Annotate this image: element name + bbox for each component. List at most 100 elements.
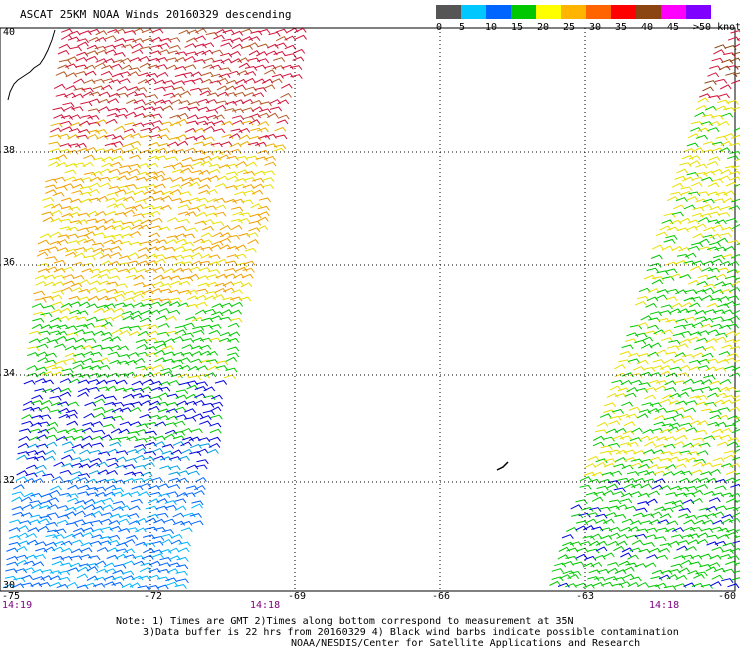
- wind-barb: [152, 174, 165, 180]
- wind-barb: [115, 464, 128, 470]
- wind-barb: [184, 408, 196, 414]
- wind-barb: [145, 171, 158, 177]
- wind-barb: [135, 447, 147, 454]
- wind-barb: [689, 561, 702, 567]
- wind-barb: [727, 583, 740, 589]
- wind-barb: [607, 480, 621, 485]
- wind-barb: [714, 478, 727, 484]
- wind-barb: [53, 176, 66, 182]
- wind-barb: [667, 345, 680, 351]
- wind-barb: [157, 331, 170, 337]
- wind-barb: [135, 437, 148, 443]
- wind-barb: [179, 90, 191, 96]
- wind-barb: [94, 62, 107, 68]
- wind-barb: [250, 203, 262, 209]
- wind-barb: [213, 34, 225, 40]
- wind-barb: [686, 142, 699, 148]
- wind-barb: [192, 329, 205, 335]
- wind-barb: [732, 309, 740, 315]
- wind-barb: [93, 307, 106, 313]
- wind-barb: [222, 296, 235, 302]
- wind-barb: [735, 65, 740, 68]
- wind-barb: [108, 275, 121, 281]
- lon-label-66: -66: [432, 591, 451, 602]
- wind-barb: [203, 57, 216, 63]
- wind-barb: [717, 93, 730, 99]
- wind-barb: [719, 84, 732, 90]
- wind-barb: [156, 584, 169, 590]
- wind-barb: [275, 28, 288, 34]
- wind-barb: [119, 57, 132, 63]
- wind-barb: [670, 302, 683, 309]
- wind-barb: [79, 191, 92, 197]
- wind-barb: [92, 247, 105, 253]
- wind-barb: [84, 70, 97, 76]
- wind-barb: [160, 367, 173, 373]
- wind-barb: [78, 279, 90, 285]
- wind-barb: [728, 517, 740, 523]
- wind-barb: [194, 50, 207, 56]
- wind-barb: [67, 484, 79, 490]
- wind-barb: [76, 573, 89, 579]
- wind-barb: [189, 87, 203, 93]
- wind-barb: [220, 42, 233, 48]
- wind-barb: [631, 427, 643, 433]
- wind-barb: [31, 394, 44, 400]
- wind-barb: [682, 378, 695, 384]
- wind-barb: [74, 337, 87, 343]
- wind-barb: [595, 513, 608, 519]
- wind-barb: [626, 441, 639, 447]
- wind-barb: [166, 568, 179, 574]
- wind-barb: [225, 260, 238, 266]
- wind-barb: [729, 286, 740, 293]
- wind-barb: [179, 191, 192, 196]
- wind-barb: [53, 540, 66, 546]
- wind-barb: [163, 518, 176, 524]
- wind-barb: [673, 324, 686, 330]
- wind-barb: [184, 416, 197, 422]
- wind-barb: [230, 218, 243, 224]
- wind-barb: [683, 260, 696, 266]
- wind-barb: [277, 114, 290, 120]
- wind-barb: [106, 469, 118, 475]
- wind-barb: [179, 364, 191, 370]
- wind-barb: [263, 84, 276, 90]
- wind-barb: [48, 161, 60, 167]
- wind-barb: [189, 451, 202, 456]
- wind-barb: [28, 436, 41, 442]
- wind-barb: [177, 547, 190, 553]
- wind-barb: [171, 198, 184, 203]
- wind-barb: [708, 95, 721, 100]
- wind-barb: [65, 325, 78, 331]
- wind-barb: [141, 212, 155, 218]
- wind-barb: [209, 64, 222, 70]
- wind-barb: [718, 65, 731, 71]
- wind-barb: [731, 51, 740, 56]
- wind-barb: [618, 359, 631, 365]
- wind-barb: [168, 465, 181, 471]
- wind-barb: [202, 136, 215, 142]
- wind-barb: [241, 199, 254, 205]
- wind-barb: [73, 505, 86, 511]
- wind-barb: [164, 504, 177, 510]
- wind-barb: [635, 332, 648, 338]
- wind-barb: [216, 175, 229, 181]
- wind-barb: [716, 237, 729, 243]
- wind-barb: [165, 255, 178, 261]
- wind-barb: [182, 248, 195, 254]
- wind-barb: [53, 461, 66, 467]
- wind-barb: [204, 308, 217, 314]
- wind-barb: [78, 484, 91, 490]
- wind-barb: [722, 568, 735, 574]
- wind-barb: [645, 534, 658, 540]
- wind-barb: [148, 309, 161, 315]
- wind-barb: [644, 330, 657, 336]
- wind-barb: [701, 317, 714, 323]
- wind-barb: [725, 330, 737, 336]
- wind-barb: [635, 507, 648, 513]
- wind-barb: [103, 44, 116, 50]
- wind-barb: [55, 71, 68, 77]
- wind-barb: [724, 386, 737, 392]
- wind-barb: [93, 486, 107, 492]
- wind-barb: [697, 274, 710, 280]
